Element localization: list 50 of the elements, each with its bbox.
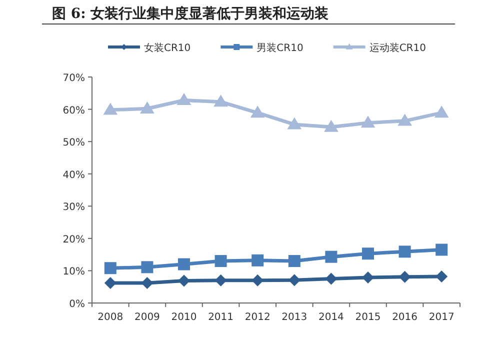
point xyxy=(104,262,116,274)
point xyxy=(214,94,228,107)
legend-label: 女装CR10 xyxy=(144,42,191,54)
y-tick-label: 0% xyxy=(69,299,85,310)
point xyxy=(398,246,411,258)
x-tick-label: 2015 xyxy=(355,312,381,323)
legend-label: 运动装CR10 xyxy=(369,42,426,54)
chart-title: 图 6: 女装行业集中度显著低于男装和运动装 xyxy=(52,5,329,22)
point xyxy=(434,106,449,118)
point xyxy=(436,270,448,283)
x-tick-label: 2017 xyxy=(428,312,454,323)
y-tick-label: 20% xyxy=(62,234,85,246)
point xyxy=(324,120,338,132)
y-tick-label: 30% xyxy=(62,202,85,214)
point xyxy=(398,114,412,126)
point xyxy=(103,102,118,115)
point xyxy=(325,272,338,285)
x-tick-label: 2011 xyxy=(208,312,234,323)
x-tick-label: 2014 xyxy=(318,312,344,323)
x-tick-label: 2012 xyxy=(244,312,270,323)
y-tick-label: 60% xyxy=(62,105,85,116)
point xyxy=(140,101,154,114)
point xyxy=(178,258,190,270)
y-tick-label: 10% xyxy=(62,266,85,278)
point xyxy=(288,255,300,268)
point xyxy=(104,276,116,289)
point xyxy=(362,248,374,260)
x-tick-label: 2008 xyxy=(98,312,124,323)
x-tick-label: 2013 xyxy=(282,312,308,323)
point xyxy=(178,274,190,287)
x-tick-label: 2009 xyxy=(134,312,160,323)
point xyxy=(436,244,448,256)
point xyxy=(325,250,338,263)
point xyxy=(214,255,227,268)
y-tick-label: 40% xyxy=(62,170,85,181)
point xyxy=(141,276,154,289)
x-tick-label: 2016 xyxy=(392,312,418,323)
point xyxy=(252,254,264,266)
y-tick-label: 50% xyxy=(62,138,85,149)
point xyxy=(141,261,154,274)
point xyxy=(360,116,376,128)
x-tick-label: 2010 xyxy=(171,312,197,323)
point xyxy=(398,270,411,283)
legend-label: 男装CR10 xyxy=(256,42,304,54)
y-tick-label: 70% xyxy=(62,73,85,84)
point xyxy=(362,271,374,284)
point xyxy=(176,93,192,106)
point xyxy=(287,117,302,130)
point xyxy=(250,106,265,118)
point xyxy=(214,274,227,286)
